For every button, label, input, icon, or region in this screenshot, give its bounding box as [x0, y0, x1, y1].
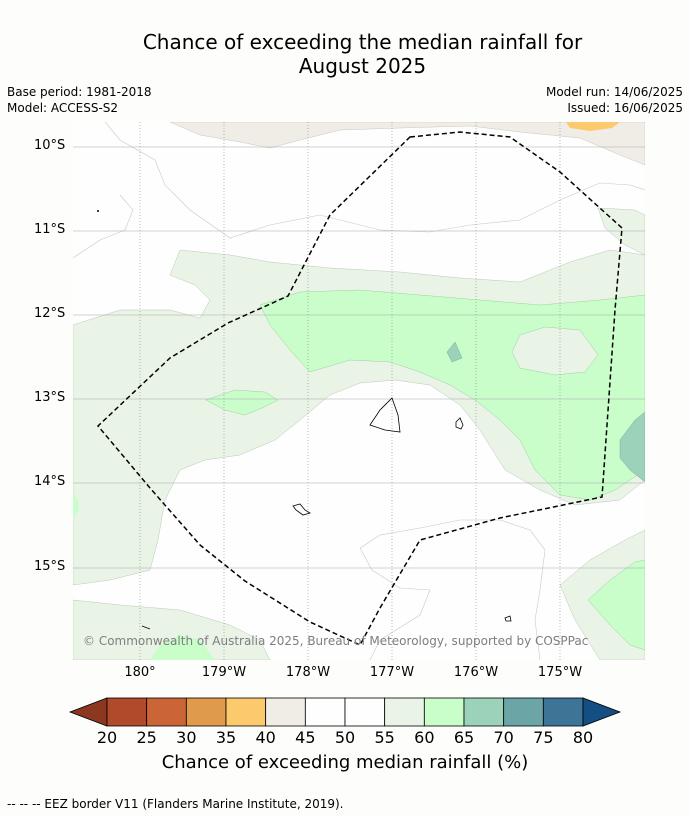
contour-65-70-right	[619, 411, 645, 483]
colorbar-tick-label: 35	[215, 728, 237, 747]
copyright-text: © Commonwealth of Australia 2025, Bureau…	[83, 634, 588, 648]
lon-label-179w: 179°W	[201, 665, 247, 680]
model-run: Model run: 14/06/2025	[545, 85, 683, 99]
colorbar-tick-label: 20	[96, 728, 118, 747]
colorbar-tick-label: 45	[295, 728, 316, 747]
colorbar-tick-label: 25	[136, 728, 157, 747]
lat-label-13s: 13°S	[34, 390, 66, 405]
contour-line-north	[104, 122, 645, 239]
meta-left: Base period: 1981-2018 Model: ACCESS-S2	[7, 84, 152, 116]
colorbar-tick-label: 60	[414, 728, 435, 747]
map-plot: © Commonwealth of Australia 2025, Bureau…	[73, 122, 645, 660]
colorbar-label: Chance of exceeding median rainfall (%)	[161, 752, 529, 773]
lon-label-175w: 175°W	[537, 665, 583, 680]
contour-line-south-2	[359, 547, 431, 660]
colorbar-tick-label: 30	[176, 728, 197, 747]
colorbar-tick-label: 75	[533, 728, 554, 747]
colorbar-tick-label: 55	[374, 728, 395, 747]
colorbar-segment	[423, 697, 465, 727]
colorbar-over-triangle	[582, 697, 622, 727]
colorbar-segment	[265, 697, 306, 727]
contour-60-65-small-left	[205, 389, 279, 416]
contour-55-60-inner	[511, 326, 599, 376]
base-period: Base period: 1981-2018	[7, 85, 152, 99]
lat-label-12s: 12°S	[34, 306, 66, 321]
title-line-1: Chance of exceeding the median rainfall …	[142, 30, 583, 54]
title-line-2: August 2025	[298, 54, 427, 78]
model-name: Model: ACCESS-S2	[7, 101, 119, 115]
graticule	[73, 146, 645, 569]
colorbar-segment	[384, 697, 425, 727]
lat-label-15s: 15°S	[34, 559, 66, 574]
islands	[141, 397, 512, 630]
contour-60-65-lower-right	[587, 559, 645, 651]
colorbar-segment	[225, 697, 267, 727]
colorbar-tick-label: 40	[255, 728, 276, 747]
colorbar-segment	[106, 697, 148, 727]
colorbar-segment	[542, 697, 584, 727]
meta-right: Model run: 14/06/2025 Issued: 16/06/2025	[546, 84, 683, 116]
contour-line-west	[73, 194, 134, 259]
contour-line-south	[359, 519, 546, 660]
eez-border	[96, 131, 623, 646]
colorbar	[68, 697, 622, 727]
lat-label-11s: 11°S	[34, 222, 66, 237]
contour-60-65-left-edge	[73, 492, 79, 520]
contour-40-45-top	[169, 122, 645, 166]
contour-35-40	[566, 122, 620, 131]
colorbar-segment	[185, 697, 227, 727]
contour-60-65-bottom-left	[150, 635, 215, 660]
lat-label-10s: 10°S	[34, 138, 66, 153]
colorbar-tick-label: 70	[493, 728, 514, 747]
colorbar-segment	[146, 697, 187, 727]
colorbar-under-triangle	[68, 697, 108, 727]
lat-label-14s: 14°S	[34, 474, 66, 489]
colorbar-segment	[304, 697, 346, 727]
lon-label-178w: 178°W	[285, 665, 331, 680]
map-title: Chance of exceeding the median rainfall …	[0, 30, 690, 78]
colorbar-segment	[463, 697, 505, 727]
lon-label-180: 180°	[124, 665, 156, 680]
contour-65-70-center	[446, 341, 463, 363]
eez-legend-footer: -- -- -- EEZ border V11 (Flanders Marine…	[7, 797, 344, 811]
colorbar-tick-label: 50	[334, 728, 356, 747]
islet-dot	[97, 210, 99, 212]
colorbar-tick-label: 65	[453, 728, 475, 747]
contour-55-60-lower-left	[73, 599, 271, 660]
colorbar-segment	[344, 697, 386, 727]
issued-date: Issued: 16/06/2025	[567, 101, 683, 115]
colorbar-tick-label: 80	[572, 728, 594, 747]
lon-label-177w: 177°W	[369, 665, 415, 680]
lon-label-176w: 176°W	[453, 665, 499, 680]
colorbar-segment	[503, 697, 544, 727]
